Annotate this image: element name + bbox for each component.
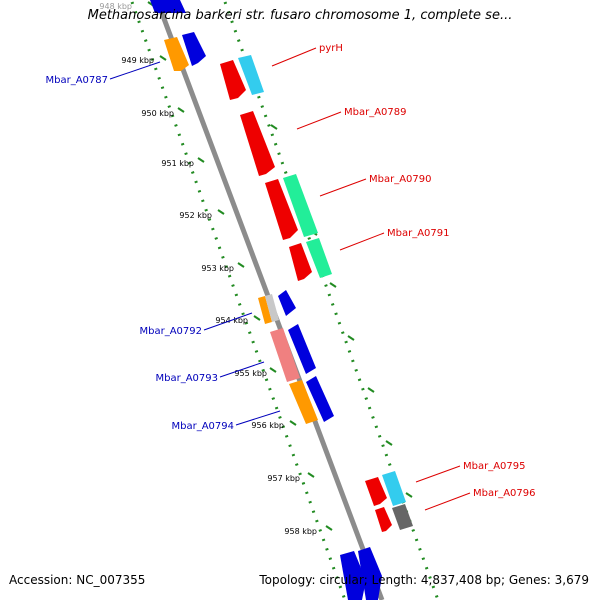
leader-mbar-a0796 [424,492,471,511]
gene-pyrh-cyan[interactable] [238,55,264,95]
gene-label-mbar-a0791[interactable]: Mbar_A0791 [387,228,450,239]
kbp-label: 953 kbp [201,264,234,273]
gene-label-mbar-a0790[interactable]: Mbar_A0790 [369,174,432,185]
kbp-label: 957 kbp [267,474,300,483]
kbp-tick-953 [237,262,245,268]
kbp-tick-950 [177,107,185,113]
gene-mbar-a0791-green[interactable] [306,238,332,278]
gene-feature[interactable] [358,547,382,600]
gene-mbar-a0795-cyan[interactable] [382,471,406,506]
gene-labels: Mbar_A0787 Mbar_A0792 Mbar_A0793 Mbar_A0… [45,43,535,499]
minor-tick [329,282,337,288]
minor-tick [270,124,278,130]
leader-pyrh [271,47,317,67]
kbp-label: 956 kbp [251,421,284,430]
gene-mbar-a0787-orange[interactable] [164,37,189,71]
leader-mbar-a0789 [296,111,342,130]
gene-mbar-a0792-lightgray[interactable] [265,294,279,322]
gene-mbar-a0794-orange[interactable] [289,380,318,424]
gene-mbar-a0794-blue[interactable] [306,376,334,422]
leader-mbar-a0793 [219,361,265,378]
kbp-tick-954 [253,315,261,321]
gene-mbar-a0792-orange[interactable] [258,296,272,324]
kbp-tick-955 [269,367,277,373]
gene-label-mbar-a0795[interactable]: Mbar_A0795 [463,461,526,472]
kbp-tick-958 [325,525,333,531]
kbp-tick-956 [289,420,297,426]
gene-mbar-a0790-red[interactable] [265,179,298,240]
leader-mbar-a0790 [319,178,367,197]
kbp-tick-951 [197,157,205,163]
gene-mbar-a0790-green[interactable] [283,174,318,237]
kbp-tick-952 [217,209,225,215]
kbp-labels: 948 kbp 949 kbp 950 kbp 951 kbp 952 kbp … [99,2,317,536]
leader-mbar-a0795 [415,465,461,483]
kbp-tick-949 [159,55,167,61]
minor-tick [347,335,355,341]
gene-label-mbar-a0793[interactable]: Mbar_A0793 [155,373,218,384]
gene-label-pyrh[interactable]: pyrH [319,43,343,54]
gene-mbar-a0787-blue[interactable] [182,32,206,66]
gene-feature[interactable] [163,0,186,13]
gene-label-mbar-a0789[interactable]: Mbar_A0789 [344,107,407,118]
map-title: Methanosarcina barkeri str. fusaro chrom… [87,8,513,23]
label-leader-lines [109,47,471,511]
gene-mbar-a0796-red[interactable] [375,507,392,532]
gene-mbar-a0796-gray[interactable] [392,504,413,530]
accession-text: Accession: NC_007355 [9,573,146,587]
gene-mbar-a0795-red[interactable] [365,477,387,506]
kbp-label: 955 kbp [234,369,267,378]
kbp-label: 952 kbp [179,211,212,220]
kbp-label: 948 kbp [99,2,132,11]
gene-mbar-a0793-blue[interactable] [288,324,316,374]
topology-summary: Topology: circular; Length: 4,837,408 bp… [259,573,589,587]
leader-mbar-a0791 [339,232,385,251]
gene-label-mbar-a0796[interactable]: Mbar_A0796 [473,488,536,499]
kbp-label: 950 kbp [141,109,174,118]
leader-mbar-a0794 [235,410,281,426]
minor-tick [405,492,413,498]
gene-feature[interactable] [340,551,366,600]
leader-mbar-a0792 [203,312,253,331]
gene-pyrh-red[interactable] [220,60,246,100]
kbp-label: 951 kbp [161,159,194,168]
gene-mbar-a0791-red[interactable] [289,243,312,281]
leader-mbar-a0787 [109,61,161,80]
gene-label-mbar-a0787[interactable]: Mbar_A0787 [45,75,108,86]
minor-tick [385,440,393,446]
gene-mbar-a0793-pink[interactable] [270,328,300,382]
kbp-tick-957 [307,472,315,478]
kbp-label: 958 kbp [284,527,317,536]
gene-mbar-a0789[interactable] [240,111,275,176]
gene-mbar-a0792-blue[interactable] [278,290,296,316]
gene-label-mbar-a0792[interactable]: Mbar_A0792 [139,326,202,337]
kbp-label: 949 kbp [121,56,154,65]
gene-features [150,0,413,600]
gene-label-mbar-a0794[interactable]: Mbar_A0794 [171,421,234,432]
minor-tick [367,387,375,393]
